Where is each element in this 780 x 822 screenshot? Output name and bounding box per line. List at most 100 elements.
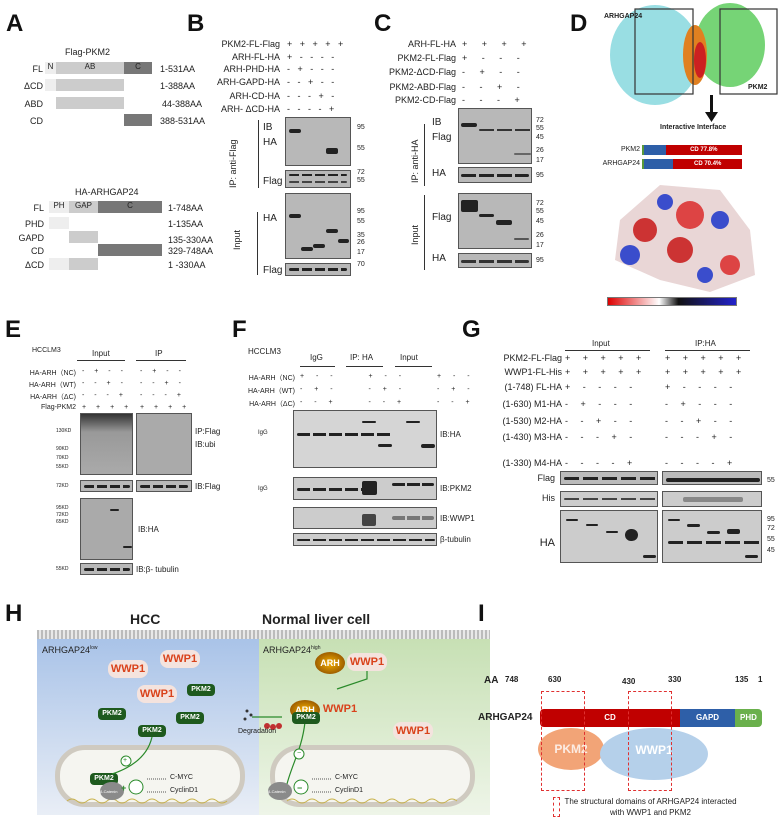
panel-label-g: G [462,316,481,343]
lane-signs: + + + + + [287,39,344,49]
wwp1-ellipse-label: WWP1 [635,743,673,757]
lane-label: HA-ARH（NC) [248,375,295,382]
mw-marker: 55 [536,208,544,215]
lane-signs: + + + + + [665,353,742,363]
arh-node: ARH [315,652,345,674]
blot-input-ha [80,498,133,560]
mw-marker: 95 [536,172,544,179]
hcc-nucleus [55,745,245,807]
lane-signs: - - + - - [565,416,633,426]
mw-marker: 72 [357,169,365,176]
lane-label: PKM2-ABD-Flag [389,82,456,92]
mw-marker: 55 [357,145,365,152]
mw-marker: 72KD [56,483,69,489]
lane-signs: - - - + [462,95,520,105]
arhgap24-label: ARHGAP24 [478,712,533,723]
divider [665,350,750,351]
mw-marker: 70KD [56,455,69,461]
pkm2-cd-bar: CD 77.8% [642,145,742,155]
panel-label-a: A [6,10,24,37]
wwp1-binding-ellipse: WWP1 [600,728,708,780]
ib-label: β-tubulin [440,535,471,544]
construct-name: FL [32,64,43,74]
pkm2-node: PKM2 [187,684,215,696]
input-label: Input [410,224,420,245]
lane-label: (1-330) M4-HA [502,458,562,468]
panel-label-e: E [5,316,22,343]
hcc-title: HCC [130,611,161,627]
igg-header: IgG [310,353,323,362]
ib-label: IB [432,117,442,128]
divider [424,195,425,270]
ib-label: IB:ubi [195,440,216,449]
pkm2-node: PKM2 [90,773,118,785]
domain-c: C [124,62,152,74]
pathway-arrows [66,667,458,804]
electrostatic-surface-image [615,185,755,292]
lane-signs: - + - - [462,67,520,77]
construct-range: 1-748AA [168,203,204,213]
inhibition-sign: − [297,750,302,757]
igg-marker: IgG [258,430,268,436]
lane-signs: - - - + - [287,91,335,101]
construct-range: 1-388AA [160,81,196,91]
lane-signs: - - + - - [287,77,335,87]
lane-signs: + + + + + [665,367,742,377]
construct-name: FL [33,203,44,213]
blot-input-ha [560,510,658,563]
lane-label: ARH-CD-HA [229,91,281,101]
mw-marker: 90KD [56,446,69,452]
blot-ip-flag [662,471,762,485]
construct-name: ΔCD [23,81,43,91]
mw-marker: 26 [536,147,544,154]
wwp1-node: WWP1 [322,703,358,715]
mw-marker: 95 [357,208,365,215]
lane-signs: + - - + - - + - - [300,373,470,380]
lane-label: ARH-FL-HA [407,39,456,49]
pkm2-node: PKM2 [292,712,320,724]
mw-marker: 72 [536,200,544,207]
blot-input-flag [458,193,532,249]
cyclind1-label: CyclinD1 [170,787,199,794]
domain-n: N [45,62,56,74]
input-header: Input [92,349,110,358]
lane-label: HA-ARH（ΔC) [30,394,76,401]
blot-input-his [560,491,658,507]
lane-signs: + - - - [462,53,520,63]
pkm2-construct-title: Flag-PKM2 [65,47,111,57]
construct-range: 1-135AA [168,219,204,229]
mw-marker: 26 [357,239,365,246]
divider [424,124,425,186]
igg-marker: IgG [258,486,268,492]
blot-ib-wwp1 [293,507,437,529]
ib-flag-label: Flag [263,265,283,276]
domain-gap: GAP [69,201,98,213]
domain-bar [124,114,152,126]
panel-label-f: F [232,316,247,343]
ib-flag-label: Flag [432,212,452,223]
panel-label-h: H [5,600,23,627]
inhibition-sign: − [297,783,303,793]
aa-position: 135 [735,675,749,684]
lane-signs: - + - - - [565,399,633,409]
blot-ip-his [662,491,762,507]
panel-label-b: B [187,10,205,37]
lane-signs: - - - + [140,392,181,399]
hcc-state-label: ARHGAP24low [42,645,98,655]
cd-fraction-label: CD 70.4% [673,159,742,169]
activation-sign: + [121,783,127,793]
lane-label: ARH-GAPD-HA [216,77,280,87]
lane-signs: - + - - + - - + - [300,386,470,393]
lane-signs: - + - - - [665,399,733,409]
wwp1-interaction-box [628,691,672,791]
mw-marker: 55 [767,477,775,484]
construct-name: ΔCD [24,260,44,270]
lane-label: HA-ARH（WT) [28,382,76,389]
construct-range: 1 -330AA [168,260,206,270]
blot-ip-ha [458,167,532,183]
ib-label: HA [539,537,555,549]
beta-catenin-label: β-Catenin [268,789,286,794]
mw-marker: 26 [536,232,544,239]
mw-marker: 95KD [56,505,69,511]
pkm2-ellipse-label: PKM2 [554,742,588,756]
